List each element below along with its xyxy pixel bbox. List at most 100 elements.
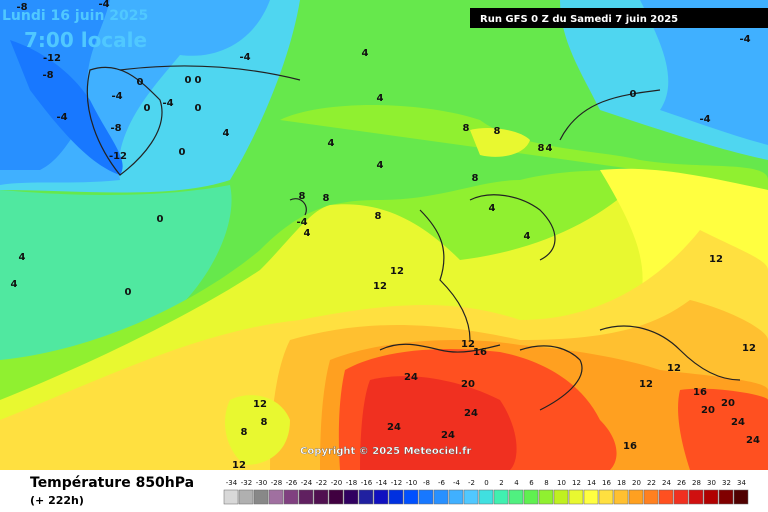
footer-title: Température 850hPa [30,475,194,491]
contour-label: 24 [746,435,760,446]
legend-label: -14 [376,479,388,487]
legend-label: 6 [529,479,534,487]
legend-label: 22 [647,479,656,487]
legend-label: -20 [331,479,342,487]
lead-time: (+ 222h) [30,494,84,507]
contour-label: -4 [239,52,250,63]
contour-label: 4 [19,252,26,263]
contour-label: -4 [56,112,67,123]
contour-label: 0 [144,103,151,114]
contour-label: 16 [693,387,707,398]
legend-swatch [268,489,284,505]
legend-swatch [358,489,374,505]
contour-label: 4 [362,48,369,59]
contour-label: 0 [185,75,192,86]
contour-label: 8 [494,126,501,137]
legend-label: 26 [677,479,686,487]
legend-swatch [253,489,269,505]
legend-swatch [283,489,299,505]
contour-label: 24 [441,430,455,441]
legend-swatch [433,489,449,505]
legend-label: 4 [514,479,519,487]
contour-label: 20 [701,405,715,416]
contour-label: 12 [390,266,404,277]
coastlines [86,65,741,411]
contour-label: 4 [489,203,496,214]
legend-swatch [298,489,314,505]
legend-label: 16 [602,479,611,487]
contour-label: 8 [375,211,382,222]
legend-label: -6 [438,479,446,487]
contour-label: 8 [538,143,545,154]
contour-label: 8 [472,173,479,184]
legend-label: 32 [722,479,731,487]
contour-label: 8 [323,193,330,204]
contour-label: 12 [461,339,475,350]
legend-swatch [313,489,329,505]
contour-label: 24 [404,372,418,383]
legend-swatch [688,489,704,505]
contour-label: 0 [195,75,202,86]
legend-label: 24 [662,479,671,487]
legend-swatch [538,489,554,505]
legend-label: -12 [391,479,402,487]
contour-label: 24 [387,422,401,433]
contour-label: 0 [179,147,186,158]
valid-date: Lundi 16 juin 2025 [2,8,148,24]
legend-label: -4 [453,479,461,487]
contour-label: 4 [304,228,311,239]
contour-label: 8 [463,123,470,134]
legend-label: -22 [316,479,327,487]
contour-label: 24 [731,417,745,428]
contour-label: -8 [42,70,53,81]
local-time: 7:00 locale [24,28,147,52]
contour-label: -8 [16,2,27,13]
legend-swatch [703,489,719,505]
legend-label: -24 [301,479,313,487]
map-fields [0,0,768,471]
legend-label: 34 [737,479,746,487]
legend-label: -10 [406,479,417,487]
contour-label: 16 [623,441,637,452]
contour-label: 8 [241,427,248,438]
legend-swatch [238,489,254,505]
legend-label: -18 [346,479,357,487]
copyright: Copyright © 2025 Meteociel.fr [300,446,471,457]
legend-swatch [223,489,239,505]
contour-label: -12 [109,151,127,162]
contour-label: 12 [232,460,246,471]
run-info: Run GFS 0 Z du Samedi 7 juin 2025 [480,14,678,25]
legend-label: -8 [423,479,430,487]
legend-swatch [643,489,659,505]
legend-label: 30 [707,479,716,487]
legend-swatch [403,489,419,505]
legend-swatch [388,489,404,505]
legend-swatch [493,489,509,505]
contour-label: 12 [639,379,653,390]
contour-label: -8 [110,123,121,134]
contour-label: -12 [43,53,61,64]
legend-swatch [733,489,749,505]
legend-label: -28 [271,479,282,487]
contour-label: 12 [253,399,267,410]
legend-swatch [373,489,389,505]
color-legend: -34 -32 -30 -28 -26 -24 -22 -20 -18 -16 -14 -12 -10-… [223,479,749,505]
legend-label: 14 [587,479,596,487]
legend-label: -34 [226,479,238,487]
contour-label: 20 [721,398,735,409]
contour-label: 4 [223,128,230,139]
contour-label: 4 [546,143,553,154]
legend-label: 18 [617,479,626,487]
contour-label: 12 [742,343,756,354]
contour-label: 24 [464,408,478,419]
legend-label: 0 [484,479,488,487]
legend-label: 10 [557,479,566,487]
legend-swatch [523,489,539,505]
legend-swatch [478,489,494,505]
legend-swatch [598,489,614,505]
contour-label: 4 [377,93,384,104]
legend-swatch [583,489,599,505]
contour-label: 8 [261,417,268,428]
